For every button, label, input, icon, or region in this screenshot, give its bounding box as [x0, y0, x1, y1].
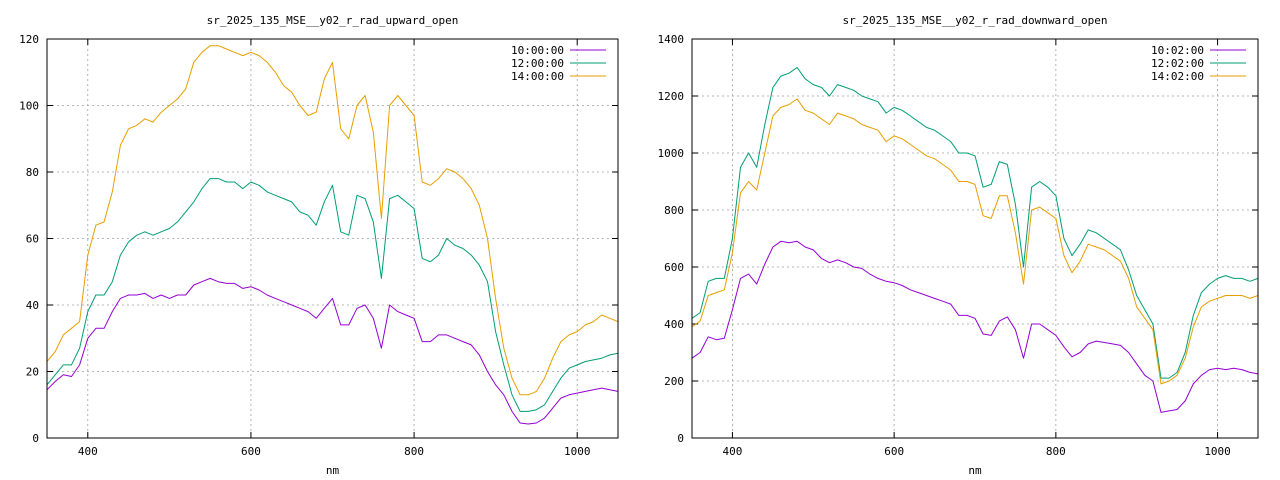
x-tick-label: 1000	[564, 445, 591, 458]
series-line	[691, 98, 1259, 385]
x-tick-label: 400	[78, 445, 98, 458]
legend-label: 10:02:00	[1151, 44, 1204, 57]
series-line	[46, 277, 619, 425]
x-tick-label: 600	[884, 445, 904, 458]
x-tick-label: 800	[1046, 445, 1066, 458]
x-axis-label: nm	[326, 464, 340, 477]
plot-frame	[691, 38, 1259, 439]
y-tick-label: 1000	[658, 147, 685, 160]
series-line	[691, 240, 1259, 413]
y-tick-label: 80	[26, 166, 39, 179]
series-line	[46, 45, 619, 396]
series-line	[691, 67, 1259, 379]
y-tick-label: 1200	[658, 90, 685, 103]
plot-frame	[46, 38, 619, 439]
series-line	[46, 178, 619, 412]
y-tick-label: 400	[664, 318, 684, 331]
legend-label: 14:00:00	[511, 70, 564, 83]
x-tick-label: 800	[404, 445, 424, 458]
y-tick-label: 20	[26, 366, 39, 379]
y-tick-label: 800	[664, 204, 684, 217]
y-tick-label: 1400	[658, 33, 685, 46]
legend-label: 12:02:00	[1151, 57, 1204, 70]
x-axis-label: nm	[968, 464, 982, 477]
legend-label: 12:00:00	[511, 57, 564, 70]
chart-title: sr_2025_135_MSE__y02_r_rad_downward_open	[843, 14, 1108, 27]
x-tick-label: 1000	[1204, 445, 1231, 458]
y-tick-label: 60	[26, 233, 39, 246]
x-tick-label: 600	[241, 445, 261, 458]
y-tick-label: 200	[664, 375, 684, 388]
upward-radiance-chart: sr_2025_135_MSE__y02_r_rad_upward_open n…	[19, 14, 619, 477]
chart-title: sr_2025_135_MSE__y02_r_rad_upward_open	[207, 14, 459, 27]
y-tick-label: 100	[19, 100, 39, 113]
y-tick-label: 40	[26, 299, 39, 312]
y-tick-label: 120	[19, 33, 39, 46]
downward-radiance-chart: sr_2025_135_MSE__y02_r_rad_downward_open…	[658, 14, 1259, 477]
legend-label: 14:02:00	[1151, 70, 1204, 83]
y-tick-label: 600	[664, 261, 684, 274]
y-tick-label: 0	[32, 432, 39, 445]
legend-label: 10:00:00	[511, 44, 564, 57]
x-tick-label: 400	[722, 445, 742, 458]
y-tick-label: 0	[677, 432, 684, 445]
